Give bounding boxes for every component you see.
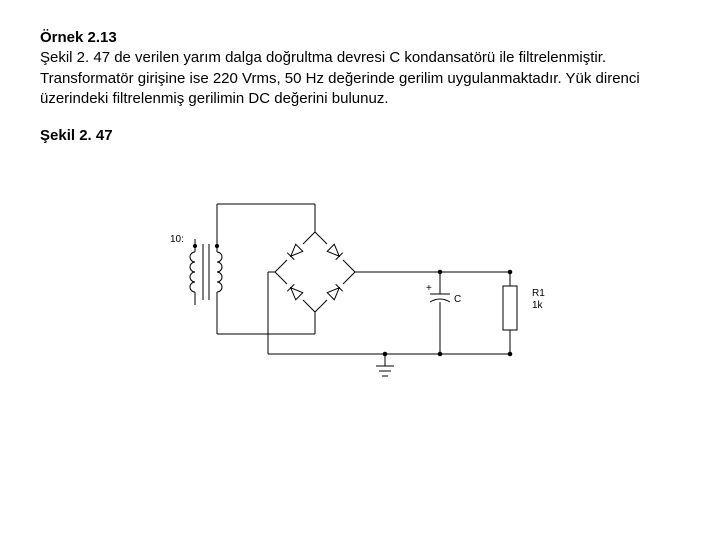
res-val: 1k [532, 300, 544, 311]
problem-text: Şekil 2. 47 de verilen yarım dalga doğru… [40, 48, 680, 109]
circuit-svg: 10: + C R1 1k [140, 174, 580, 394]
figure-label: Şekil 2. 47 [40, 127, 680, 144]
example-title: Örnek 2.13 [40, 28, 680, 48]
cap-name: C [454, 294, 461, 305]
ratio-label: 10: [170, 234, 184, 245]
circuit-figure: 10: + C R1 1k [40, 174, 680, 394]
cap-plus: + [426, 283, 432, 294]
res-name: R1 [532, 288, 545, 299]
